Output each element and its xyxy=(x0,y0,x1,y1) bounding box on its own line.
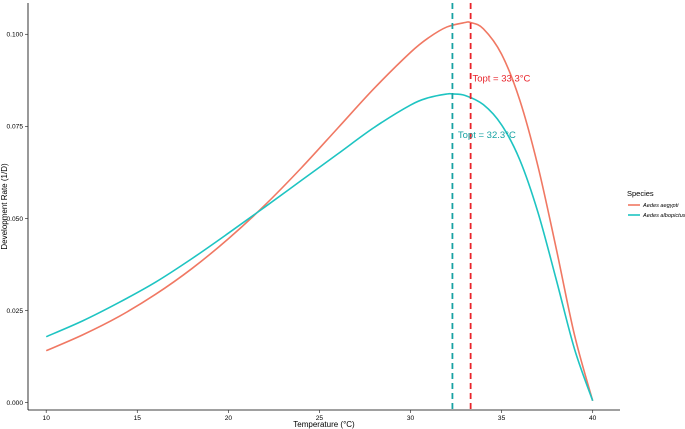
topt-annotation-aegypti: Topt = 33.3°C xyxy=(472,73,530,84)
x-tick-label: 15 xyxy=(134,415,142,422)
x-tick-label: 40 xyxy=(589,415,597,422)
plot-area: Topt = 33.3°C Topt = 32.3°C xyxy=(45,3,594,410)
y-tick-label: 0.025 xyxy=(6,308,23,315)
y-tick-label: 0.100 xyxy=(6,32,23,39)
legend-label-albopictus: Aedes albopictus xyxy=(642,213,685,219)
x-tick-label: 20 xyxy=(225,415,233,422)
x-tick-label: 25 xyxy=(316,415,324,422)
x-tick-label: 35 xyxy=(498,415,506,422)
series-line-aedes-albopictus xyxy=(45,92,594,402)
y-axis-title: Development Rate (1/D) xyxy=(0,163,9,250)
legend: Species Aedes aegypti Aedes albopictus xyxy=(627,189,685,219)
y-tick-label: 0.075 xyxy=(6,124,23,131)
x-tick-label: 10 xyxy=(43,415,51,422)
series-line-aedes-aegypti xyxy=(45,21,594,402)
legend-label-aegypti: Aedes aegypti xyxy=(642,203,679,209)
x-axis-title: Temperature (°C) xyxy=(293,420,355,429)
legend-title: Species xyxy=(627,189,654,198)
y-tick-label: 0.000 xyxy=(6,400,23,407)
x-tick-label: 30 xyxy=(407,415,415,422)
topt-annotation-albopictus: Topt = 32.3°C xyxy=(458,130,516,141)
axes: 10 15 20 25 30 35 40 0.000 0.025 0.050 0.075 0.100 T… xyxy=(0,3,620,429)
y-tick-label: 0.050 xyxy=(6,216,23,223)
